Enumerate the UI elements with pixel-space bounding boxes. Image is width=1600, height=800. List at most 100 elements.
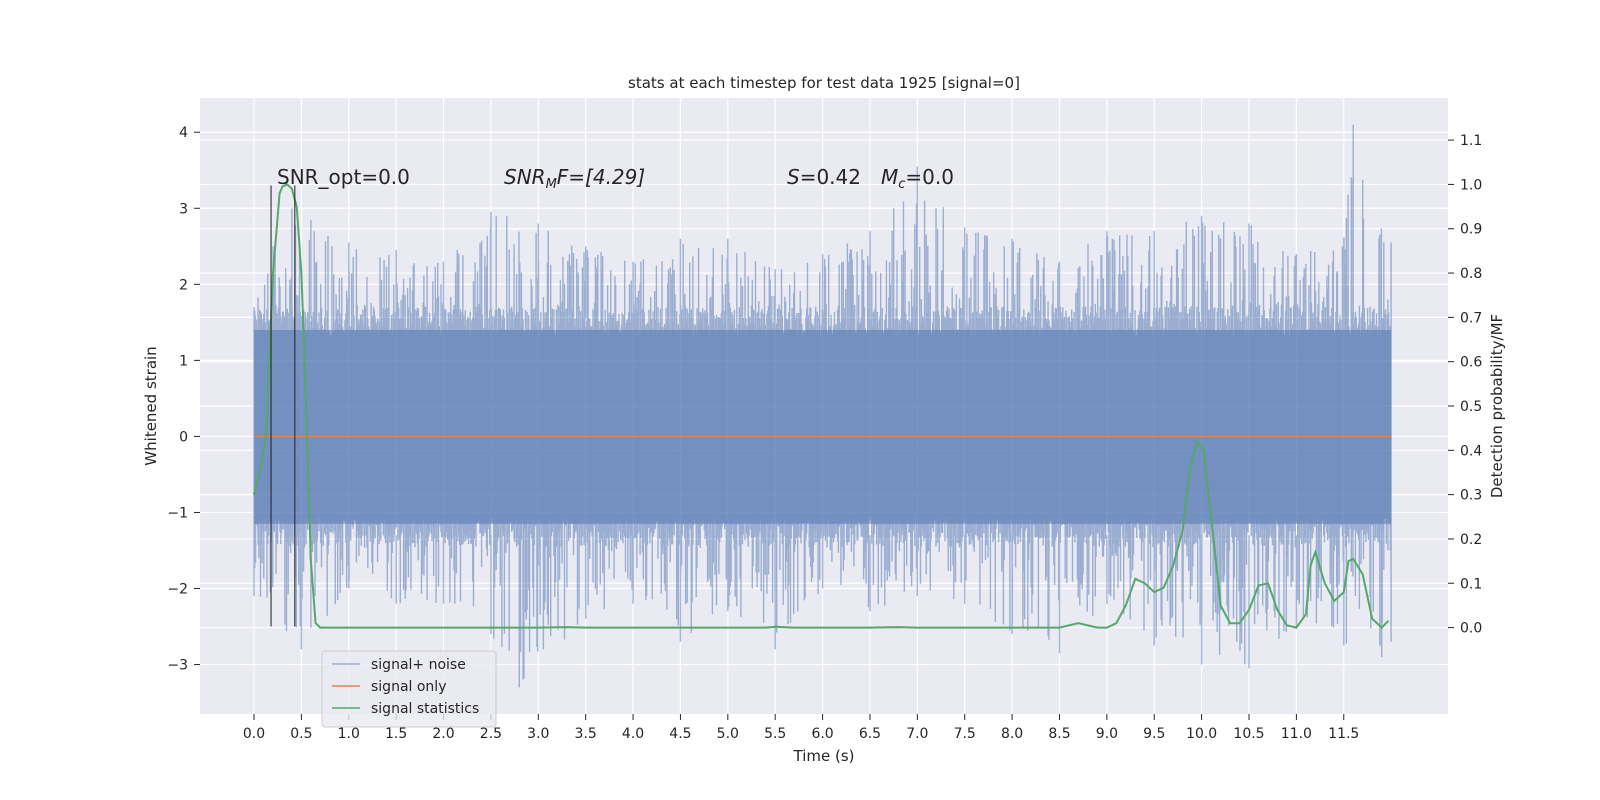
signal-statistics-point — [265, 431, 267, 434]
x-axis-label: Time (s) — [793, 747, 855, 765]
signal-statistics-point — [1189, 467, 1191, 469]
y-ticks-left: −3 −2 −1 0 1 2 3 4 — [167, 125, 200, 674]
signal-statistics-point — [319, 626, 321, 629]
y-tick-label-right: 0.7 — [1460, 310, 1482, 326]
x-tick-label: 10.0 — [1186, 726, 1217, 742]
x-tick-label: 2.0 — [432, 726, 454, 742]
signal-statistics-point — [1347, 560, 1350, 562]
signal-statistics-point — [1238, 622, 1241, 624]
legend-label-signal-noise: signal+ noise — [371, 657, 466, 673]
y-tick-label-right: 0.0 — [1460, 621, 1482, 637]
y-tick-label-left: 0 — [179, 429, 188, 445]
x-tick-label: 0.0 — [243, 726, 265, 742]
signal-statistics-point — [1371, 618, 1373, 620]
signal-statistics-point — [1352, 558, 1354, 560]
x-tick-label: 5.5 — [764, 726, 786, 742]
signal-statistics-point — [1324, 582, 1326, 584]
annotation-s: S=0.42 — [787, 165, 861, 189]
y-axis-label-right: Detection probability/MF — [1488, 314, 1506, 498]
chart-title: stats at each timestep for test data 192… — [628, 74, 1020, 92]
signal-statistics-point — [1333, 600, 1335, 602]
x-tick-label: 3.0 — [527, 726, 549, 742]
signal-statistics-point — [765, 626, 767, 629]
signal-statistics-point — [585, 626, 587, 629]
signal-statistics-point — [821, 626, 824, 629]
signal-statistics-point — [1257, 584, 1260, 587]
signal-statistics-point — [1248, 609, 1250, 611]
y-tick-label-right: 1.1 — [1460, 133, 1482, 149]
signal-statistics-point — [1381, 626, 1383, 629]
y-tick-label-right: 1.0 — [1460, 177, 1482, 193]
vertical-markers — [270, 185, 296, 627]
signal-statistics-point — [964, 626, 966, 629]
signal-statistics-point — [869, 626, 871, 629]
signal-statistics-point — [1163, 587, 1165, 589]
x-tick-label: 3.5 — [575, 726, 597, 742]
signal-statistics-point — [1125, 604, 1127, 607]
signal-statistics-point — [1077, 622, 1080, 624]
mc-label: M — [881, 165, 898, 189]
signal-statistics-point — [1172, 564, 1174, 567]
signal-statistics-point — [305, 405, 307, 407]
signal-statistics-point — [1096, 626, 1098, 629]
mc-sub: c — [898, 177, 905, 192]
signal-statistics-point — [348, 626, 350, 629]
x-tick-label: 2.5 — [480, 726, 502, 742]
signal-statistics-point — [1314, 551, 1316, 553]
x-tick-label: 1.5 — [385, 726, 407, 742]
x-tick-label: 8.5 — [1048, 726, 1070, 742]
x-tick-label: 0.5 — [290, 726, 312, 742]
snr-mf-sub: M — [546, 177, 557, 192]
y-tick-label-right: 0.3 — [1460, 488, 1482, 504]
signal-statistics-point — [1153, 591, 1155, 593]
x-tick-label: 8.0 — [1001, 726, 1023, 742]
snr-mf-prefix: SNR — [504, 165, 546, 189]
x-tick-label: 7.5 — [954, 726, 976, 742]
signal-statistics-point — [310, 560, 312, 562]
y-tick-label-right: 0.1 — [1460, 576, 1482, 592]
signal-statistics-point — [260, 467, 262, 469]
signal-statistics-point — [490, 626, 492, 629]
signal-statistics-point — [442, 626, 445, 629]
signal-statistics-point — [1267, 582, 1269, 584]
annotation-mc: Mc=0.0 — [881, 165, 954, 192]
s-value: =0.42 — [800, 165, 861, 189]
signal-statistics-point — [1305, 613, 1307, 615]
x-tick-label: 4.5 — [669, 726, 691, 742]
signal-statistics-point — [1309, 564, 1312, 567]
series-layer — [253, 124, 1392, 688]
y-tick-label-right: 0.8 — [1460, 266, 1482, 282]
y-tick-label-left: 1 — [179, 353, 188, 369]
y-tick-label-left: 4 — [179, 125, 188, 141]
signal-statistics-point — [727, 626, 729, 629]
x-tick-label: 4.0 — [622, 726, 644, 742]
y-ticks-right: 0.0 0.1 0.2 0.3 0.4 0.5 0.6 0.7 0.8 0.9 1.0 1.1 — [1448, 133, 1482, 637]
signal-statistics-point — [1343, 591, 1345, 593]
y-tick-label-left: −3 — [167, 658, 188, 674]
x-tick-label: 1.0 — [338, 726, 360, 742]
signal-statistics-point — [1058, 626, 1061, 629]
x-tick-label: 11.5 — [1328, 726, 1359, 742]
x-tick-label: 7.0 — [906, 726, 928, 742]
signal-statistics-point — [1182, 529, 1184, 531]
signal-statistics-point — [1286, 624, 1288, 626]
legend-label-signal-only: signal only — [371, 679, 446, 695]
signal-statistics-point — [1219, 604, 1222, 607]
signal-statistics-point — [1134, 578, 1136, 580]
signal-statistics-point — [793, 626, 795, 629]
mc-value: =0.0 — [905, 165, 954, 189]
y-tick-label-right: 0.4 — [1460, 443, 1482, 459]
y-tick-label-right: 0.9 — [1460, 222, 1482, 238]
legend: signal+ noise signal only signal statist… — [321, 650, 497, 728]
signal-statistics-point — [315, 622, 317, 624]
y-tick-label-left: −2 — [167, 582, 188, 598]
signal-statistics-point — [774, 626, 776, 628]
annotation-snr-mf: SNRMF=[4.29] — [504, 165, 645, 192]
signal-statistics-point — [1362, 573, 1364, 576]
series-signal-statistics — [253, 183, 1390, 629]
signal-statistics-point — [1202, 449, 1205, 451]
x-tick-label: 6.5 — [859, 726, 881, 742]
legend-label-signal-statistics: signal statistics — [371, 701, 479, 717]
y-tick-label-right: 0.2 — [1460, 532, 1482, 548]
x-tick-label: 9.0 — [1096, 726, 1118, 742]
